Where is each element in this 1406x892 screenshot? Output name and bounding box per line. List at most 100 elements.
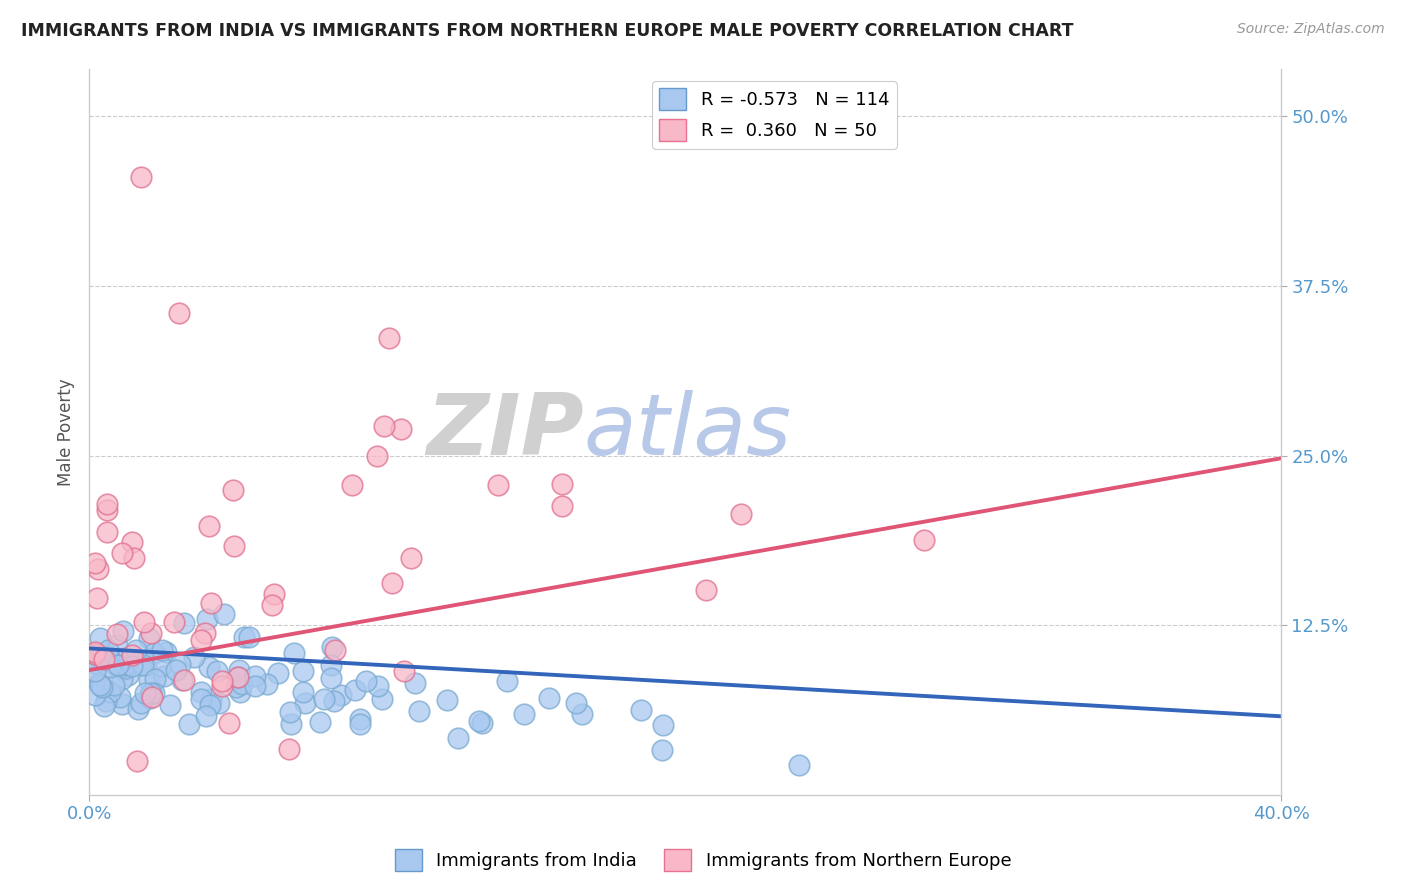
Text: Source: ZipAtlas.com: Source: ZipAtlas.com <box>1237 22 1385 37</box>
Point <box>121 658 143 673</box>
Point <box>471 715 494 730</box>
Point <box>103 678 125 692</box>
Point <box>150 643 173 657</box>
Point <box>107 657 129 672</box>
Point <box>652 718 675 732</box>
Point <box>141 690 163 704</box>
Point <box>139 687 162 701</box>
Point <box>789 757 811 772</box>
Point <box>228 663 250 677</box>
Point <box>486 478 509 492</box>
Point <box>127 702 149 716</box>
Point <box>163 615 186 629</box>
Point <box>550 477 572 491</box>
Point <box>139 626 162 640</box>
Point <box>84 651 107 665</box>
Point <box>103 657 125 671</box>
Point <box>565 696 588 710</box>
Point <box>292 664 315 678</box>
Legend: R = -0.573   N = 114, R =  0.360   N = 50: R = -0.573 N = 114, R = 0.360 N = 50 <box>652 81 897 149</box>
Point <box>513 706 536 721</box>
Point <box>378 331 401 345</box>
Point <box>198 660 221 674</box>
Point <box>343 683 366 698</box>
Point <box>159 698 181 712</box>
Point <box>129 697 152 711</box>
Point <box>132 615 155 630</box>
Point <box>183 650 205 665</box>
Point <box>650 743 672 757</box>
Point <box>105 626 128 640</box>
Point <box>117 668 139 682</box>
Point <box>173 615 195 630</box>
Point <box>399 550 422 565</box>
Point <box>208 696 231 710</box>
Point <box>197 519 219 533</box>
Point <box>571 707 593 722</box>
Point <box>447 731 470 745</box>
Point <box>138 631 160 645</box>
Point <box>211 679 233 693</box>
Point <box>170 673 193 687</box>
Point <box>84 657 107 671</box>
Text: atlas: atlas <box>583 391 792 474</box>
Point <box>142 647 165 661</box>
Point <box>321 640 343 655</box>
Point <box>349 717 371 731</box>
Point <box>292 685 315 699</box>
Point <box>238 630 260 644</box>
Point <box>354 674 377 689</box>
Point <box>912 533 935 547</box>
Point <box>200 596 222 610</box>
Point <box>93 652 115 666</box>
Point <box>496 674 519 689</box>
Point <box>222 483 245 497</box>
Point <box>84 688 107 702</box>
Point <box>280 717 302 731</box>
Point <box>135 658 157 673</box>
Point <box>139 686 162 700</box>
Point <box>139 691 162 706</box>
Point <box>111 546 134 560</box>
Point <box>86 651 108 665</box>
Text: ZIP: ZIP <box>426 391 583 474</box>
Point <box>87 676 110 690</box>
Point <box>84 645 107 659</box>
Point <box>121 648 143 662</box>
Point <box>155 645 177 659</box>
Point <box>153 668 176 682</box>
Point <box>367 679 389 693</box>
Point <box>404 675 426 690</box>
Legend: Immigrants from India, Immigrants from Northern Europe: Immigrants from India, Immigrants from N… <box>388 842 1018 879</box>
Point <box>138 673 160 688</box>
Point <box>84 648 107 662</box>
Point <box>190 692 212 706</box>
Point <box>319 671 342 685</box>
Point <box>278 706 301 720</box>
Point <box>349 712 371 726</box>
Point <box>114 650 136 665</box>
Point <box>436 692 458 706</box>
Point <box>194 708 217 723</box>
Point <box>125 642 148 657</box>
Point <box>330 688 353 702</box>
Point <box>231 677 253 691</box>
Point <box>86 653 108 667</box>
Point <box>256 677 278 691</box>
Point <box>408 704 430 718</box>
Point <box>134 655 156 669</box>
Point <box>84 647 107 661</box>
Point <box>551 499 574 513</box>
Point <box>322 694 344 708</box>
Point <box>381 576 404 591</box>
Point <box>150 659 173 673</box>
Point <box>121 535 143 549</box>
Point <box>228 685 250 699</box>
Point <box>222 539 245 553</box>
Point <box>100 685 122 699</box>
Point <box>630 703 652 717</box>
Point <box>312 691 335 706</box>
Point <box>218 715 240 730</box>
Point <box>695 583 717 598</box>
Point <box>243 679 266 693</box>
